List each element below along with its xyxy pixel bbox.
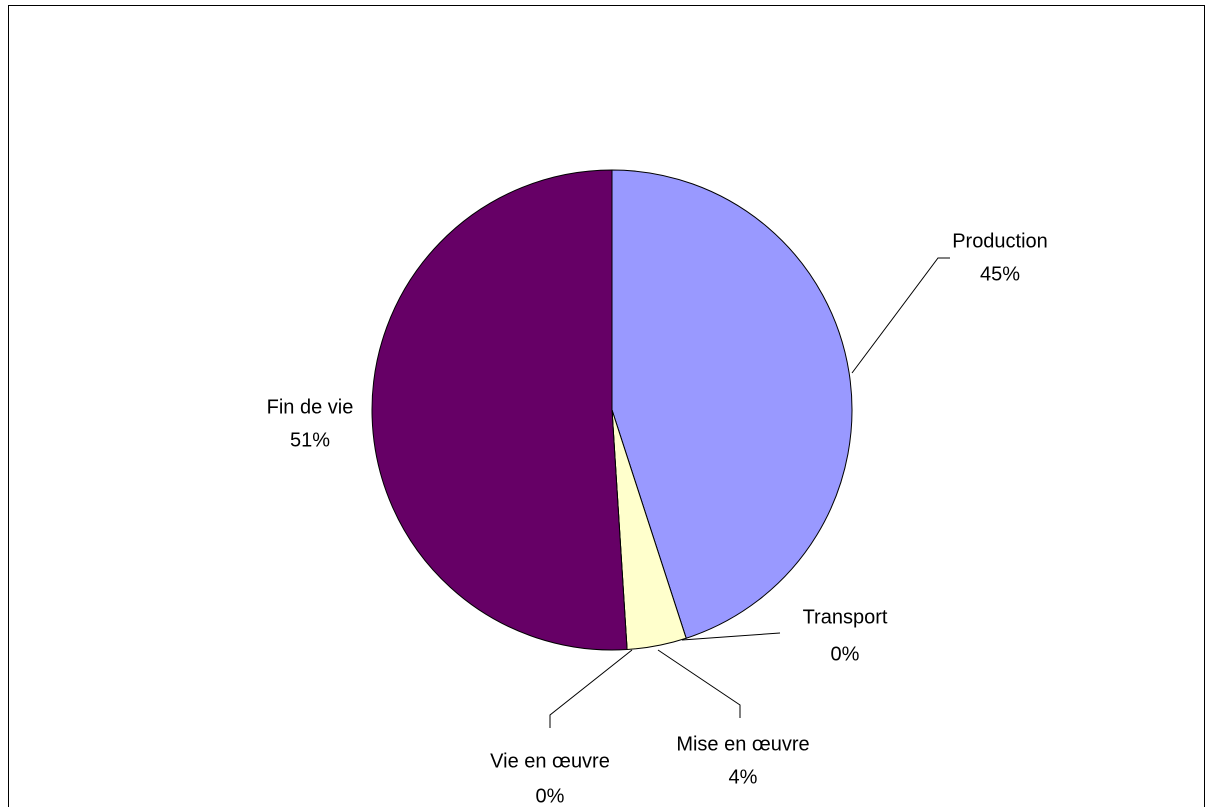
leader-line bbox=[851, 257, 950, 374]
leader-line bbox=[549, 649, 633, 728]
slice-label: Production bbox=[952, 230, 1048, 252]
slice-label: Fin de vie bbox=[267, 396, 354, 418]
slice-label: Transport bbox=[803, 606, 888, 628]
slice-label: Mise en œuvre bbox=[676, 733, 809, 755]
leader-line bbox=[657, 649, 741, 718]
leader-line bbox=[681, 632, 781, 641]
slice-value-label: 45% bbox=[980, 263, 1020, 285]
pie-slice bbox=[371, 169, 628, 651]
slice-value-label: 51% bbox=[290, 429, 330, 451]
slice-value-label: 4% bbox=[729, 766, 758, 788]
slice-value-label: 0% bbox=[831, 643, 860, 665]
pie-slice bbox=[611, 169, 853, 639]
slice-label: Vie en œuvre bbox=[490, 750, 610, 772]
slice-value-label: 0% bbox=[536, 785, 565, 807]
